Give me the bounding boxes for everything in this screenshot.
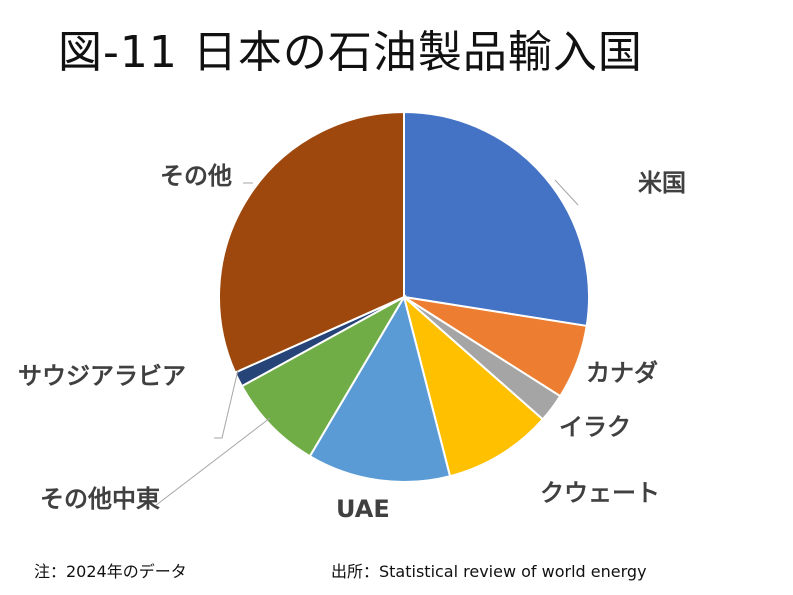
- slice-label-6: サウジアラビア: [18, 362, 186, 390]
- slice-label-4: UAE: [336, 495, 390, 523]
- slice-label-2: イラク: [559, 413, 631, 441]
- pie-slice-5: [240, 294, 407, 458]
- leader-lines: [154, 179, 579, 507]
- pie-slices: [217, 110, 590, 483]
- chart-title: 図-11 日本の石油製品輸入国: [58, 27, 643, 78]
- pie-slice-7: [217, 110, 405, 374]
- slice-label-1: カナダ: [586, 359, 658, 387]
- leader-line-6: [214, 369, 239, 439]
- slice-label-0: 米国: [638, 169, 686, 197]
- slice-label-5: その他中東: [40, 485, 160, 513]
- pie-slice-4: [308, 294, 452, 483]
- leader-line-0: [554, 179, 579, 206]
- pie-slice-0: [403, 110, 590, 328]
- slice-label-3: クウェート: [540, 479, 660, 507]
- source-note: 出所：Statistical review of world energy: [331, 562, 647, 581]
- slice-label-7: その他: [160, 162, 232, 190]
- leader-line-5: [154, 417, 271, 507]
- data-year-note: 注：2024年のデータ: [34, 562, 187, 581]
